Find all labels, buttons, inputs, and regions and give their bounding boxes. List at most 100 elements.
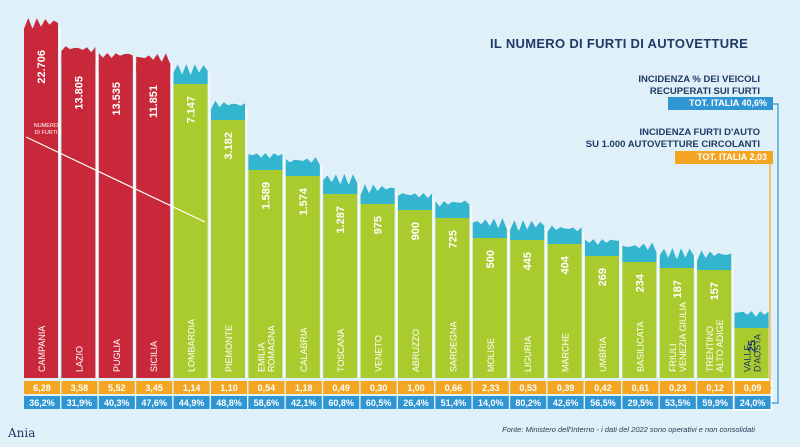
theft-cell-16 <box>622 381 659 394</box>
recovered-value-16: 29,5% <box>628 398 654 408</box>
recovered-value-5: 48,8% <box>216 398 242 408</box>
legend-recovered-total: TOT. ITALIA 40,6% <box>668 97 773 110</box>
recovered-cell-0 <box>24 396 60 409</box>
region-map-8 <box>323 174 358 194</box>
recovered-cell-11 <box>435 396 472 409</box>
region-label-0: CAMPANIA <box>37 326 47 372</box>
theft-cell-13 <box>510 381 547 394</box>
legend-theft-line-1: INCIDENZA FURTI D'AUTO <box>639 127 760 138</box>
recovered-value-9: 60,5% <box>366 398 392 408</box>
region-label-2: PUGLIA <box>112 339 122 372</box>
value-label-7: 1.574 <box>298 187 310 215</box>
region-label-14: MARCHE <box>561 333 571 372</box>
legend-recovered-line-1: INCIDENZA % DEI VEICOLI <box>638 74 760 85</box>
value-label-8: 1.287 <box>335 206 347 234</box>
region-map-3 <box>136 53 171 73</box>
theft-cell-9 <box>360 381 397 394</box>
region-label-3: SICILIA <box>149 341 159 372</box>
value-label-18: 157 <box>709 282 721 300</box>
theft-value-3: 3,45 <box>145 383 163 393</box>
numero-furti-label: NUMERO DI FURTI <box>26 123 66 137</box>
value-label-2: 13.535 <box>111 82 123 116</box>
recovered-cell-8 <box>323 396 360 409</box>
value-label-17: 187 <box>672 280 684 298</box>
theft-cell-17 <box>659 381 696 394</box>
recovered-cell-6 <box>248 396 285 409</box>
recovered-cell-3 <box>136 396 173 409</box>
legend-theft-line-2: SU 1.000 AUTOVETTURE CIRCOLANTI <box>585 139 760 150</box>
region-label-10: ABRUZZO <box>411 329 421 372</box>
region-label-19: D'AOSTA <box>753 334 763 372</box>
recovered-cell-12 <box>472 396 509 409</box>
region-map-15 <box>585 239 619 256</box>
theft-value-10: 1,00 <box>407 383 425 393</box>
region-map-0 <box>24 18 58 38</box>
recovered-value-2: 40,3% <box>104 398 130 408</box>
value-label-9: 975 <box>373 216 385 234</box>
bar-12 <box>472 228 507 378</box>
recovered-cell-2 <box>98 396 135 409</box>
theft-cell-12 <box>472 381 509 394</box>
bar-2 <box>98 60 133 378</box>
region-map-11 <box>435 200 470 218</box>
region-map-2 <box>98 53 133 70</box>
region-map-10 <box>398 193 432 210</box>
recovered-cell-13 <box>510 396 547 409</box>
theft-value-17: 0,23 <box>669 383 687 393</box>
region-label-6: EMILIA <box>256 342 266 372</box>
bar-8 <box>323 184 358 378</box>
region-label-5: PIEMONTE <box>224 325 234 372</box>
bar-18 <box>697 260 732 378</box>
recovered-value-0: 36,2% <box>29 398 55 408</box>
theft-cell-8 <box>323 381 360 394</box>
bar-14 <box>547 234 582 378</box>
recovered-cell-4 <box>173 396 210 409</box>
value-label-10: 900 <box>410 222 422 240</box>
bar-11 <box>435 208 470 378</box>
bar-15 <box>585 246 619 378</box>
recovered-value-13: 80,2% <box>515 398 541 408</box>
bar-5 <box>211 110 245 378</box>
region-label-11: SARDEGNA <box>448 321 458 372</box>
recovered-value-1: 31,9% <box>67 398 93 408</box>
theft-value-12: 2,33 <box>482 383 500 393</box>
value-label-11: 725 <box>447 230 459 248</box>
value-label-4: 7.147 <box>186 96 198 124</box>
value-label-16: 234 <box>634 273 646 292</box>
theft-value-15: 0,42 <box>594 383 612 393</box>
recovered-value-4: 44,9% <box>179 398 205 408</box>
recovered-cell-5 <box>211 396 247 409</box>
value-label-1: 13.805 <box>73 76 85 110</box>
numero-furti-line-1: NUMERO <box>33 123 59 129</box>
ania-logo: Ania <box>8 426 36 440</box>
recovered-value-8: 60,8% <box>328 398 354 408</box>
chart-title: IL NUMERO DI FURTI DI AUTOVETTURE <box>490 36 749 51</box>
region-map-19 <box>734 311 769 328</box>
recovered-cell-7 <box>285 396 322 409</box>
bar-10 <box>398 200 432 378</box>
theft-value-16: 0,61 <box>632 383 650 393</box>
theft-cell-5 <box>211 381 247 394</box>
region-map-17 <box>659 248 694 268</box>
region-map-5 <box>211 100 245 120</box>
bar-7 <box>285 166 320 378</box>
recovered-cell-17 <box>659 396 696 409</box>
numero-furti-pointer <box>25 136 206 223</box>
theft-cell-6 <box>248 381 285 394</box>
legend-theft-total: TOT. ITALIA 2,03 <box>675 151 773 164</box>
theft-value-13: 0,53 <box>519 383 537 393</box>
region-map-4 <box>173 64 208 84</box>
region-label-19: VALLE <box>743 345 753 372</box>
region-label-4: LOMBARDIA <box>187 319 197 372</box>
region-label-7: CALABRIA <box>299 327 309 372</box>
region-label-18: TRENTINO <box>705 326 715 372</box>
theft-value-0: 6,28 <box>33 383 51 393</box>
region-map-13 <box>510 220 545 240</box>
value-label-15: 269 <box>597 268 609 286</box>
recovered-value-3: 47,6% <box>141 398 167 408</box>
bar-0 <box>24 28 58 378</box>
theft-cell-11 <box>435 381 472 394</box>
value-label-0: 22.706 <box>36 50 48 84</box>
value-label-12: 500 <box>485 250 497 268</box>
